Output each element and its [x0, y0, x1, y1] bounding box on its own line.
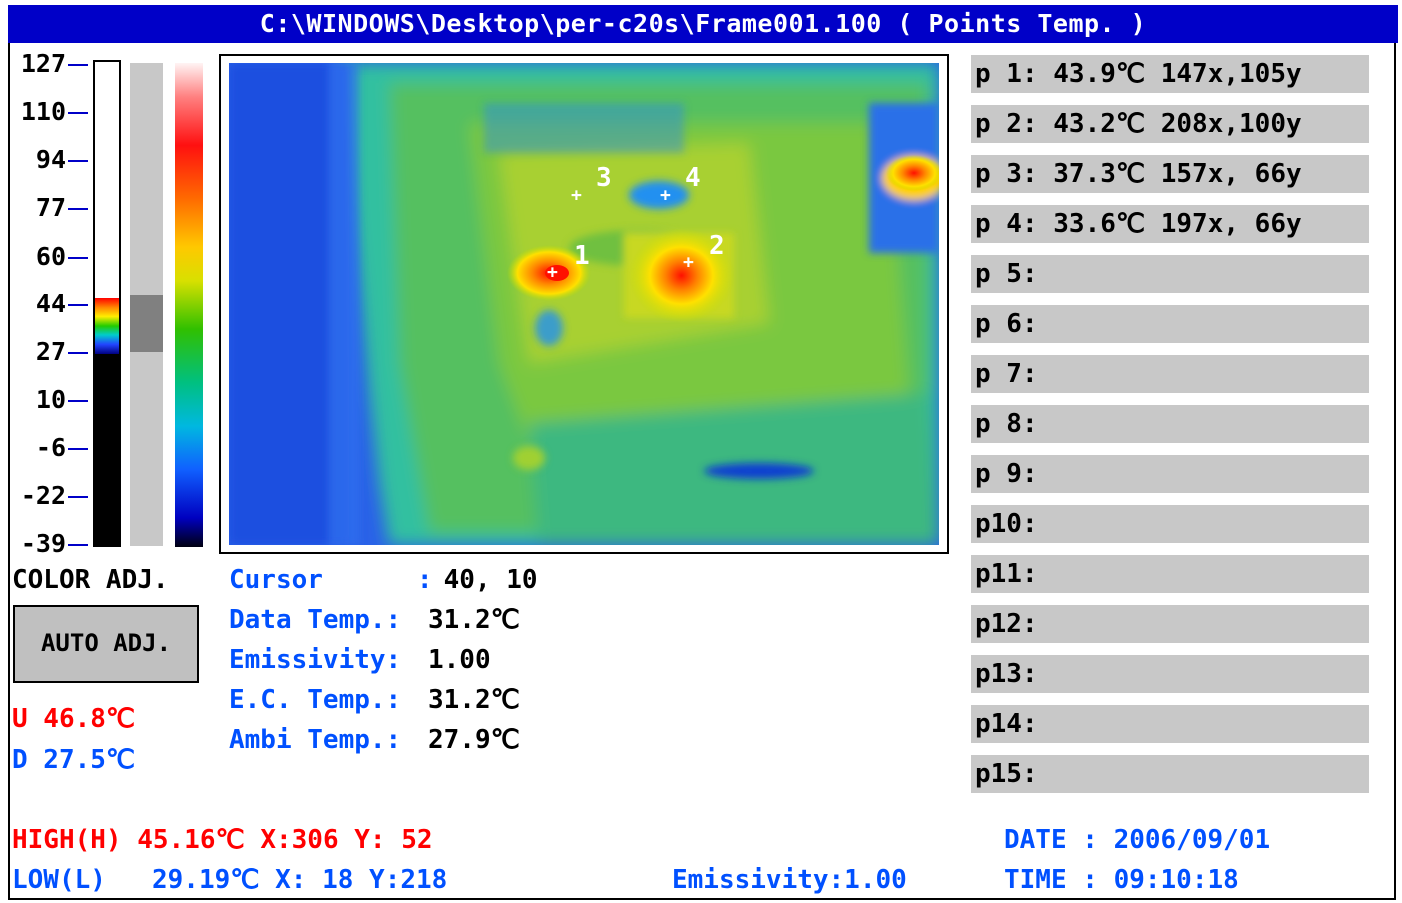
window-title-bar: C:\WINDOWS\Desktop\per-c20s\Frame001.100… [8, 5, 1398, 43]
point-row[interactable]: p 7: [971, 355, 1369, 393]
scale-tick: -39 [10, 531, 88, 557]
point-row[interactable]: p 6: [971, 305, 1369, 343]
point-row[interactable]: p 8: [971, 405, 1369, 443]
range-slider-track[interactable] [130, 63, 163, 546]
scale-tick: 60 [10, 244, 88, 270]
point-row[interactable]: p13: [971, 655, 1369, 693]
range-slider-handle[interactable] [130, 295, 163, 352]
ambi-temp-label: Ambi Temp.: [229, 725, 402, 755]
marker-crosshair: + [571, 185, 582, 206]
auto-adj-button[interactable]: AUTO ADJ. [13, 605, 199, 683]
marker-label: 1 [574, 241, 590, 271]
point-row[interactable]: p 1: 43.9℃ 147x,105y [971, 55, 1369, 93]
point-row[interactable]: p11: [971, 555, 1369, 593]
date-readout: DATE : 2006/09/01 [1004, 825, 1271, 855]
cursor-value: 40, 10 [428, 565, 538, 595]
upper-range-value: U 46.8℃ [12, 704, 136, 734]
marker-crosshair: + [683, 252, 694, 273]
low-temp-readout: 29.19℃ X: 18 Y:218 [152, 865, 448, 895]
thermal-image-canvas [229, 63, 939, 545]
time-readout: TIME : 09:10:18 [1004, 865, 1239, 895]
palette-position-bar[interactable] [93, 60, 121, 547]
data-temp-label: Data Temp.: [229, 605, 402, 635]
point-row[interactable]: p10: [971, 505, 1369, 543]
scale-tick: 127 [10, 51, 88, 77]
point-row[interactable]: p12: [971, 605, 1369, 643]
thermal-image[interactable]: + 1 + 2 + 3 + 4 [229, 63, 939, 545]
color-adj-label: COLOR ADJ. [12, 565, 169, 595]
marker-label: 2 [709, 231, 725, 261]
palette-fill [95, 351, 119, 545]
point-row[interactable]: p 2: 43.2℃ 208x,100y [971, 105, 1369, 143]
marker-crosshair: + [547, 262, 558, 283]
marker-crosshair: + [660, 185, 671, 206]
low-temp-label: LOW(L) [12, 865, 106, 895]
point-row[interactable]: p 3: 37.3℃ 157x, 66y [971, 155, 1369, 193]
marker-label: 4 [685, 163, 701, 193]
point-row[interactable]: p 9: [971, 455, 1369, 493]
data-temp-value: 31.2℃ [428, 605, 520, 635]
point-row[interactable]: p 4: 33.6℃ 197x, 66y [971, 205, 1369, 243]
scale-tick: 110 [10, 99, 88, 125]
ec-temp-label: E.C. Temp.: [229, 685, 402, 715]
emissivity-value: 1.00 [428, 645, 491, 675]
palette-band [95, 298, 119, 354]
scale-tick: -6 [10, 435, 88, 461]
color-palette-bar [175, 63, 203, 547]
high-temp-readout: HIGH(H) 45.16℃ X:306 Y: 52 [12, 825, 433, 855]
footer-emissivity: Emissivity:1.00 [672, 865, 907, 895]
point-row[interactable]: p14: [971, 705, 1369, 743]
scale-tick: -22 [10, 483, 88, 509]
cursor-label: Cursor : [229, 565, 433, 595]
ambi-temp-value: 27.9℃ [428, 725, 520, 755]
scale-tick: 77 [10, 195, 88, 221]
scale-tick: 10 [10, 387, 88, 413]
point-row[interactable]: p 5: [971, 255, 1369, 293]
thermal-image-frame [219, 54, 949, 554]
scale-tick: 27 [10, 339, 88, 365]
emissivity-label: Emissivity: [229, 645, 402, 675]
scale-tick: 44 [10, 291, 88, 317]
scale-tick: 94 [10, 147, 88, 173]
lower-range-value: D 27.5℃ [12, 745, 136, 775]
point-row[interactable]: p15: [971, 755, 1369, 793]
marker-label: 3 [596, 163, 612, 193]
ec-temp-value: 31.2℃ [428, 685, 520, 715]
